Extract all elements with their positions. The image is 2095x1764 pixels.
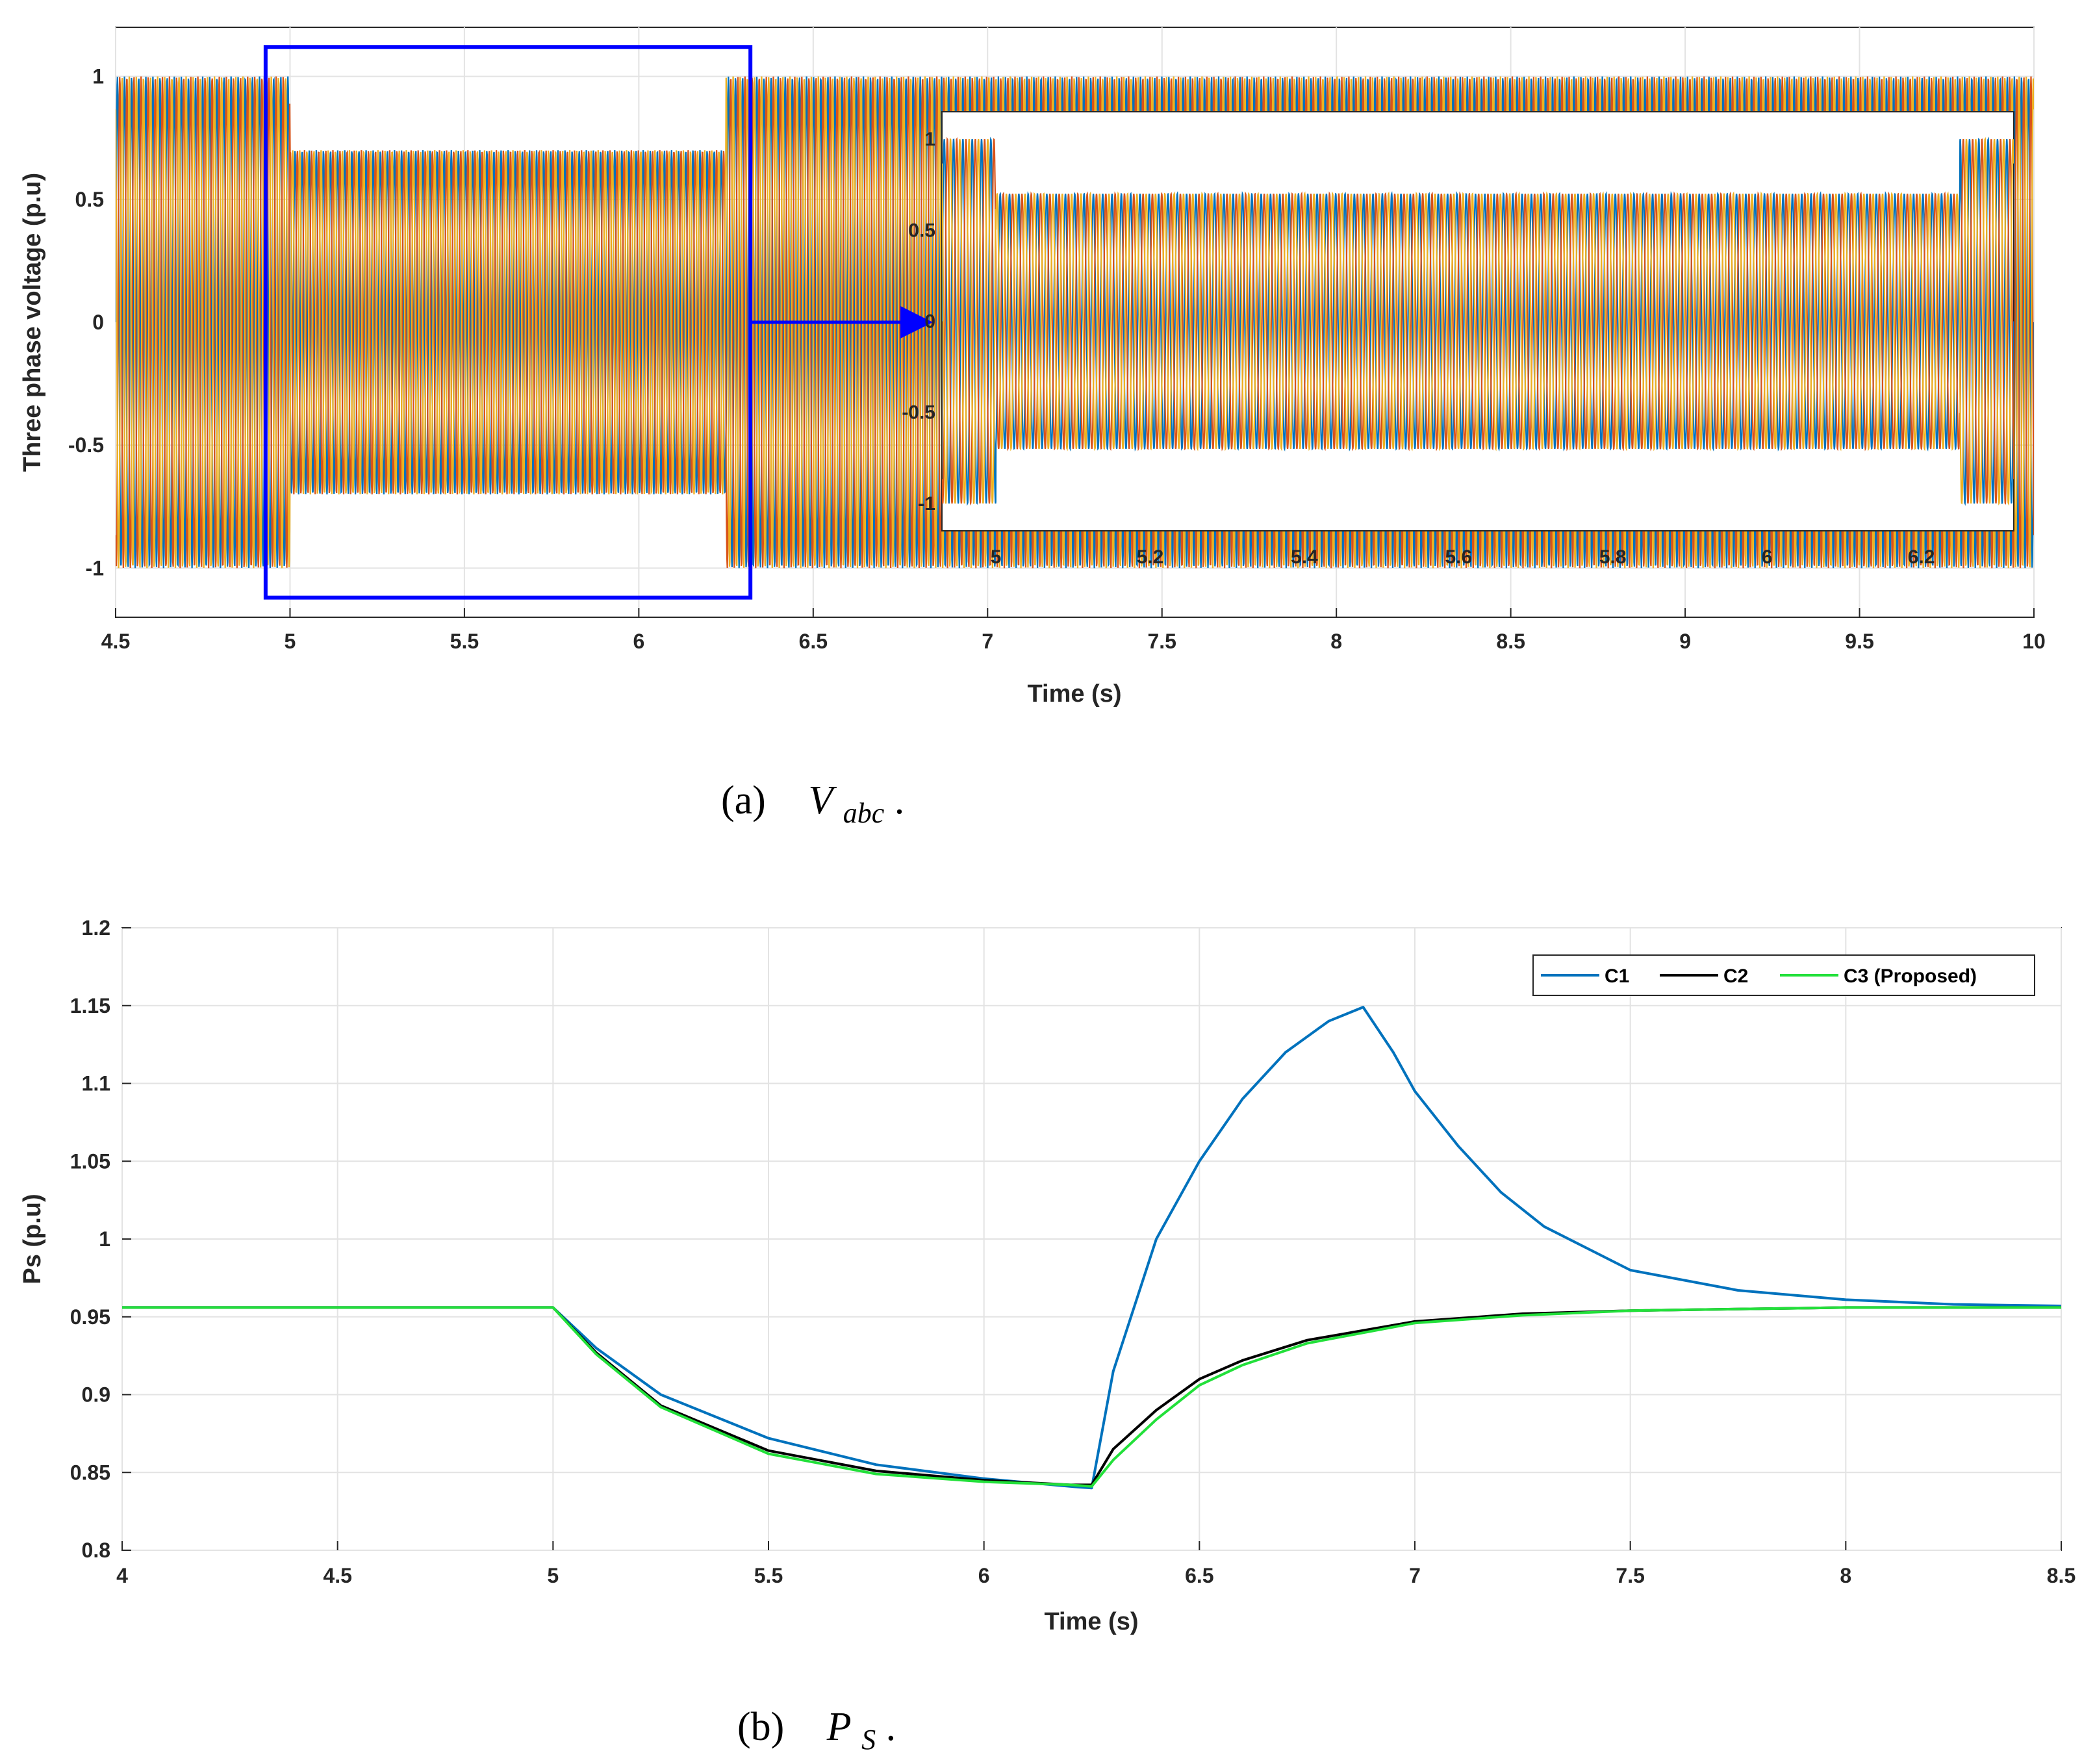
power-y-tick-4: 1 bbox=[99, 1227, 110, 1251]
power-x-tick-4: 6 bbox=[978, 1564, 990, 1587]
voltage-y-ticks: -1 -0.5 0 0.5 1 bbox=[68, 65, 104, 580]
inset-y-tick-0: -1 bbox=[918, 493, 935, 515]
power-y-tick-8: 1.2 bbox=[82, 916, 110, 940]
caption-b-subscript: S bbox=[861, 1724, 876, 1756]
voltage-y-tick-0: -1 bbox=[86, 556, 104, 580]
power-legend: C1 C2 C3 (Proposed) bbox=[1532, 954, 2035, 996]
inset-x-tick-2: 5.4 bbox=[1291, 546, 1318, 568]
power-y-tick-1: 0.85 bbox=[70, 1461, 110, 1484]
voltage-x-tick-8: 8.5 bbox=[1496, 630, 1525, 653]
caption-a: (a) V abc . bbox=[721, 778, 904, 832]
inset-x-tick-4: 5.8 bbox=[1599, 546, 1627, 568]
voltage-x-tick-5: 7 bbox=[982, 630, 993, 653]
inset-phase-c bbox=[942, 136, 2014, 506]
power-x-tick-8: 8 bbox=[1840, 1564, 1851, 1587]
voltage-y-tick-1: -0.5 bbox=[68, 433, 104, 457]
power-x-axis-label: Time (s) bbox=[1044, 1608, 1138, 1635]
voltage-x-tick-4: 6.5 bbox=[799, 630, 828, 653]
voltage-x-tick-1: 5 bbox=[285, 630, 296, 653]
power-x-tick-2: 5 bbox=[547, 1564, 559, 1587]
caption-a-subscript: abc bbox=[843, 797, 885, 829]
power-x-tick-0: 4 bbox=[116, 1564, 128, 1587]
inset-y-tick-3: 0.5 bbox=[908, 220, 935, 241]
voltage-phase-b bbox=[116, 76, 2034, 569]
voltage-panel: 4.5 5 5.5 6 6.5 7 7.5 8 8.5 9 9.5 10 -1-0.500.51 Ti… bbox=[19, 27, 2046, 708]
power-y-tick-5: 1.05 bbox=[70, 1149, 110, 1173]
power-x-ticks: 4 4.5 5 5.5 6 6.5 7 7.5 8 8.5 bbox=[116, 1541, 2076, 1587]
caption-b: (b) P S . bbox=[737, 1705, 896, 1758]
caption-b-suffix: . bbox=[886, 1705, 896, 1749]
inset-waveform bbox=[942, 136, 2014, 506]
inset-x-tick-1: 5.2 bbox=[1137, 546, 1164, 568]
power-x-tick-1: 4.5 bbox=[323, 1564, 351, 1587]
inset-phase-a bbox=[942, 136, 2014, 506]
power-y-ticks: 0.8 0.85 0.9 0.95 1 1.05 1.1 1.15 1.2 bbox=[70, 916, 131, 1562]
caption-b-label: (b) bbox=[737, 1705, 784, 1749]
power-y-tick-0: 0.8 bbox=[82, 1539, 110, 1562]
inset-x-tick-6: 6.2 bbox=[1908, 546, 1935, 568]
voltage-x-ticks: 4.5 5 5.5 6 6.5 7 7.5 8 8.5 9 9.5 10 bbox=[101, 608, 2046, 653]
inset-x-tick-3: 5.6 bbox=[1445, 546, 1472, 568]
caption-b-symbol: P bbox=[826, 1705, 852, 1749]
power-series bbox=[122, 1006, 2061, 1490]
inset-x-tick-0: 5 bbox=[991, 546, 1002, 568]
power-series-3 bbox=[122, 1306, 2061, 1488]
voltage-x-tick-10: 9.5 bbox=[1845, 630, 1873, 653]
voltage-x-tick-11: 10 bbox=[2022, 630, 2046, 653]
legend-label-c3: C3 (Proposed) bbox=[1844, 965, 1977, 987]
power-y-axis-label: Ps (p.u) bbox=[19, 1194, 46, 1284]
power-y-tick-3: 0.95 bbox=[70, 1305, 110, 1329]
voltage-x-tick-9: 9 bbox=[1679, 630, 1691, 653]
voltage-x-tick-0: 4.5 bbox=[101, 630, 130, 653]
inset-y-tick-1: -0.5 bbox=[902, 402, 935, 424]
inset-x-tick-5: 6 bbox=[1762, 546, 1773, 568]
voltage-x-tick-6: 7.5 bbox=[1147, 630, 1176, 653]
power-series-1 bbox=[122, 1006, 2061, 1490]
voltage-y-tick-2: 0 bbox=[92, 311, 104, 334]
power-y-tick-6: 1.1 bbox=[82, 1072, 110, 1095]
caption-a-suffix: . bbox=[895, 778, 905, 823]
voltage-x-tick-3: 6 bbox=[633, 630, 644, 653]
power-y-tick-2: 0.9 bbox=[82, 1383, 110, 1407]
legend-label-c1: C1 bbox=[1605, 965, 1629, 987]
voltage-y-tick-3: 0.5 bbox=[75, 188, 104, 211]
voltage-x-axis-label: Time (s) bbox=[1027, 680, 1121, 708]
inset-y-tick-4: 1 bbox=[924, 129, 935, 150]
inset-phase-b bbox=[942, 136, 2014, 506]
voltage-y-tick-4: 1 bbox=[92, 65, 104, 88]
caption-a-symbol: V bbox=[808, 778, 837, 823]
power-panel: 4 4.5 5 5.5 6 6.5 7 7.5 8 8.5 0.8 0.85 0.9 0.95 1 1.05… bbox=[19, 916, 2076, 1635]
legend-label-c2: C2 bbox=[1723, 965, 1748, 987]
power-grid bbox=[121, 927, 2062, 1551]
inset-y-tick-2: 0 bbox=[924, 311, 935, 333]
power-x-tick-9: 8.5 bbox=[2047, 1564, 2076, 1587]
voltage-y-axis-label: Three phase voltage (p.u) bbox=[19, 173, 46, 472]
power-x-tick-6: 7 bbox=[1409, 1564, 1421, 1587]
caption-a-label: (a) bbox=[721, 778, 766, 823]
voltage-x-tick-2: 5.5 bbox=[450, 630, 479, 653]
zoom-inset: 5 5.2 5.4 5.6 5.8 6 6.2 -1 -0.5 0 0.5 1 bbox=[902, 111, 2014, 568]
voltage-x-tick-7: 8 bbox=[1330, 630, 1342, 653]
power-x-tick-3: 5.5 bbox=[754, 1564, 783, 1587]
power-y-tick-7: 1.15 bbox=[70, 994, 110, 1017]
inset-y-ticks: -1 -0.5 0 0.5 1 bbox=[902, 129, 935, 515]
power-x-tick-5: 6.5 bbox=[1185, 1564, 1213, 1587]
inset-x-ticks: 5 5.2 5.4 5.6 5.8 6 6.2 bbox=[991, 546, 1935, 568]
power-x-tick-7: 7.5 bbox=[1616, 1564, 1644, 1587]
